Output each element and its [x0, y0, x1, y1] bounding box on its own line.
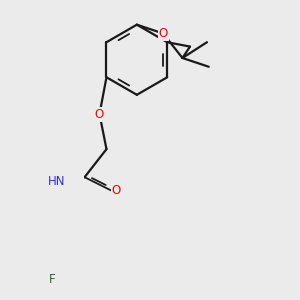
Text: O: O — [112, 184, 121, 197]
Text: F: F — [49, 273, 56, 286]
Text: O: O — [158, 27, 168, 40]
Text: HN: HN — [48, 175, 65, 188]
Text: O: O — [95, 108, 104, 121]
